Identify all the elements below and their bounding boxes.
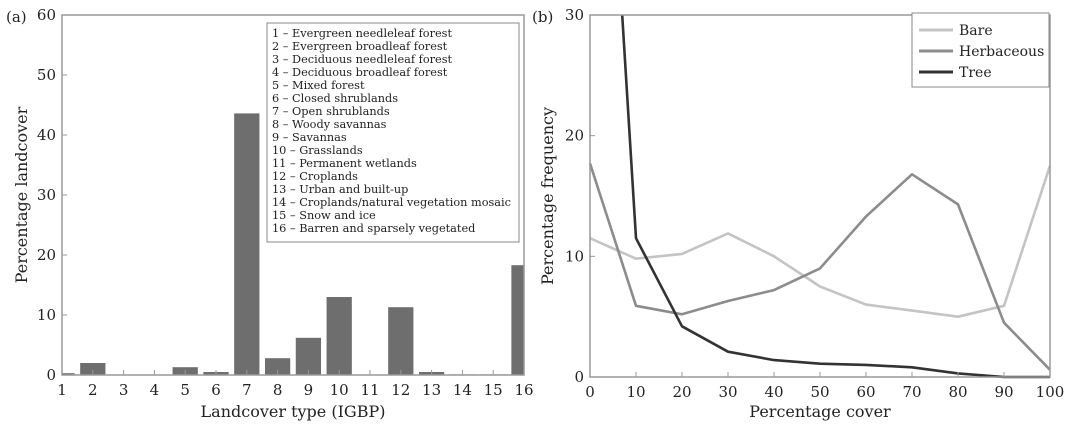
x-tick-label: 10 — [626, 383, 645, 401]
x-tick-label: 1 — [57, 381, 67, 399]
legend-entry: 10 – Grasslands — [272, 144, 363, 157]
x-tick-label: 30 — [718, 383, 737, 401]
bar-16 — [511, 265, 524, 375]
panel-a-legend-box — [266, 22, 520, 243]
x-tick-label: 2 — [88, 381, 98, 399]
legend-entry: 5 – Mixed forest — [272, 79, 365, 92]
x-tick-label: 8 — [273, 381, 283, 399]
legend-entry: 6 – Closed shrublands — [272, 92, 398, 105]
legend-entry: Herbaceous — [959, 44, 1044, 60]
series-line-herbaceous — [588, 163, 1051, 371]
bar-2 — [80, 363, 106, 375]
y-tick-label: 30 — [565, 6, 584, 24]
legend-entry: Bare — [959, 23, 993, 39]
panel-a-y-axis-label: Percentage landcover — [12, 106, 31, 283]
bar-8 — [264, 358, 291, 375]
x-tick-label: 16 — [514, 381, 533, 399]
x-tick-label: 100 — [1036, 383, 1065, 401]
legend-entry: 14 – Croplands/natural vegetation mosaic — [272, 196, 511, 209]
legend-entry: 12 – Croplands — [272, 170, 358, 183]
y-tick-label: 30 — [37, 186, 56, 204]
x-tick-label: 20 — [672, 383, 691, 401]
bar-9 — [295, 337, 322, 375]
panel-b-x-axis-label: Percentage cover — [749, 402, 891, 421]
legend-entry: 16 – Barren and sparsely vegetated — [272, 222, 475, 235]
legend-entry: Tree — [959, 65, 992, 81]
panel-a-label: (a) — [6, 8, 27, 26]
x-tick-label: 12 — [391, 381, 410, 399]
x-tick-label: 90 — [994, 383, 1013, 401]
bar-7 — [234, 113, 260, 376]
x-tick-label: 3 — [119, 381, 129, 399]
y-tick-label: 50 — [37, 66, 56, 84]
panel-b-label: (b) — [532, 8, 553, 26]
legend-entry: 15 – Snow and ice — [272, 209, 376, 222]
series-line-tree — [620, 14, 1050, 379]
bar-10 — [326, 297, 352, 375]
y-tick-label: 20 — [37, 246, 56, 264]
panel-a-bar-chart: (a) 1 2 3 4 5 6 7 8 9 10 11 12 13 14 15 160102030405060… — [6, 6, 534, 421]
x-tick-label: 6 — [211, 381, 221, 399]
bar-12 — [388, 307, 414, 375]
x-tick-label: 60 — [856, 383, 875, 401]
legend-entry: 9 – Savannas — [272, 131, 347, 144]
y-tick-label: 0 — [46, 366, 56, 384]
x-tick-label: 15 — [484, 381, 503, 399]
panel-b-line-chart: (b) 0 10 20 30 40 50 60 70 80 90 100 0 10 20 30 Percen… — [532, 6, 1064, 421]
panel-b-legend: Bare Herbaceous Tree — [911, 12, 1050, 88]
y-tick-label: 10 — [37, 306, 56, 324]
x-tick-label: 40 — [764, 383, 783, 401]
legend-entry: 11 – Permanent wetlands — [272, 157, 417, 170]
y-tick-label: 20 — [565, 127, 584, 145]
legend-entry: 1 – Evergreen needleleaf forest — [272, 27, 452, 40]
y-tick-label: 40 — [37, 126, 56, 144]
x-tick-label: 10 — [330, 381, 349, 399]
x-tick-label: 7 — [242, 381, 252, 399]
legend-entry: 13 – Urban and built-up — [272, 183, 408, 196]
legend-entry: 4 – Deciduous broadleaf forest — [272, 66, 448, 79]
legend-entry: 7 – Open shrublands — [272, 105, 390, 118]
legend-entry: 2 – Evergreen broadleaf forest — [272, 40, 448, 53]
legend-entry: 3 – Deciduous needleleaf forest — [272, 53, 453, 66]
y-tick-label: 60 — [37, 6, 56, 24]
y-tick-label: 10 — [565, 247, 584, 265]
x-tick-label: 50 — [810, 383, 829, 401]
panel-a-x-axis-label: Landcover type (IGBP) — [201, 402, 386, 421]
x-tick-label: 80 — [948, 383, 967, 401]
x-tick-label: 9 — [304, 381, 314, 399]
series-line-bare — [589, 165, 1052, 319]
x-tick-label: 70 — [902, 383, 921, 401]
x-tick-label: 4 — [150, 381, 160, 399]
x-tick-label: 13 — [422, 381, 441, 399]
x-tick-label: 14 — [453, 381, 472, 399]
bar-1 — [62, 373, 75, 375]
x-tick-label: 11 — [360, 381, 379, 399]
y-tick-label: 0 — [574, 368, 584, 386]
x-tick-label: 5 — [180, 381, 190, 399]
legend-entry: 8 – Woody savannas — [272, 118, 387, 131]
panel-b-y-axis-label: Percentage frequency — [538, 107, 557, 285]
x-tick-label: 0 — [585, 383, 595, 401]
